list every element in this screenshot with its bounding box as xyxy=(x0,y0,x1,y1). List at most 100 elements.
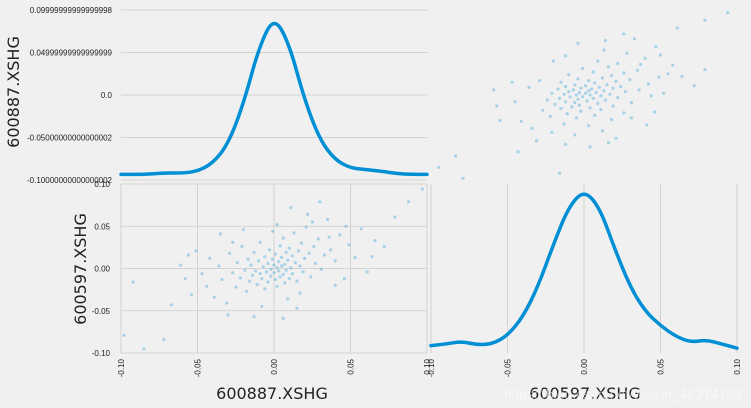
scatter-point xyxy=(576,77,580,81)
scatter-point xyxy=(322,253,327,257)
scatter-point xyxy=(243,268,247,272)
scatter-point xyxy=(289,206,293,210)
scatter-point xyxy=(622,71,626,75)
scatter-point xyxy=(275,223,279,227)
scatter-point xyxy=(287,246,291,250)
scatter-point xyxy=(353,255,357,260)
scatter-point xyxy=(573,133,577,137)
scatter-point xyxy=(600,76,605,80)
scatter-point xyxy=(238,276,242,280)
scatter-point xyxy=(606,141,611,145)
scatter-point xyxy=(272,263,276,267)
watermark-text: https://blog.csdn.net/weixin_46274168 xyxy=(504,386,742,402)
scatter-point xyxy=(326,217,330,222)
scatter-point xyxy=(652,110,657,114)
scatter-point xyxy=(319,267,323,271)
scatter-point xyxy=(622,111,626,115)
scatter-point xyxy=(261,265,265,269)
scatter-point xyxy=(231,271,235,275)
scatter-panel-600887-vs-600597: 0.10 0.05 0.00 -0.05 -0.10 -0.10 -0.05 0.00 0.05… xyxy=(92,180,432,377)
scatter-point xyxy=(585,99,589,103)
scatter-point xyxy=(726,11,730,15)
row-1-ylabel: 600887.XSHG xyxy=(4,36,23,148)
scatter-point xyxy=(295,306,299,310)
scatter-point xyxy=(263,255,267,259)
scatter-point xyxy=(649,94,653,98)
scatter-point xyxy=(186,253,190,257)
scatter-point xyxy=(273,277,278,282)
scatter-point xyxy=(310,220,314,224)
scatter-point xyxy=(616,61,620,66)
ytick-label: 0.04999999999999999 xyxy=(30,49,113,58)
scatter-point xyxy=(574,116,579,120)
scatter-point xyxy=(666,72,670,76)
scatter-point xyxy=(240,244,244,249)
scatter-point xyxy=(286,258,290,262)
scatter-point xyxy=(270,229,275,233)
scatter-point xyxy=(252,315,256,319)
scatter-point xyxy=(639,62,643,66)
scatter-point xyxy=(228,251,232,255)
scatter-point xyxy=(263,287,267,291)
scatter-point xyxy=(280,264,284,268)
scatter-point xyxy=(535,139,539,143)
row-2-ylabel: 600597.XSHG xyxy=(71,213,90,325)
scatter-point xyxy=(382,244,386,249)
scatter-point xyxy=(597,85,601,89)
kde-curve xyxy=(429,192,739,350)
scatter-point xyxy=(292,231,296,235)
scatter-point xyxy=(437,165,441,169)
scatter-point xyxy=(241,228,245,232)
scatter-point xyxy=(579,109,583,113)
scatter-point xyxy=(590,87,594,91)
scatter-point xyxy=(662,91,666,95)
scatter-point xyxy=(266,280,270,284)
scatter-point xyxy=(671,63,675,67)
scatter-point xyxy=(131,280,135,284)
scatter-point xyxy=(344,224,348,228)
xtick-label: 0.05 xyxy=(657,358,666,374)
ytick-label: -0.05000000000000002 xyxy=(27,134,113,143)
scatter-point xyxy=(281,236,285,240)
scatter-point xyxy=(568,95,572,99)
scatter-point xyxy=(614,79,618,83)
scatter-point xyxy=(269,267,273,271)
scatter-point xyxy=(587,79,591,83)
scatter-point xyxy=(194,249,198,253)
scatter-point xyxy=(277,260,281,264)
scatter-point xyxy=(599,107,603,112)
scatter-point xyxy=(567,73,571,77)
scatter-point xyxy=(593,81,597,85)
scatter-point xyxy=(333,259,337,263)
scatter-panel-600597-vs-600887 xyxy=(437,11,730,180)
scatter-point xyxy=(541,108,545,112)
scatter-point xyxy=(338,233,342,237)
scatter-point xyxy=(675,26,679,30)
scatter-point xyxy=(588,93,592,97)
scatter-point xyxy=(231,240,235,244)
ytick-label: 0.0 xyxy=(101,91,113,100)
ytick-label: -0.10000000000000002 xyxy=(27,176,113,185)
scatter-point xyxy=(162,337,166,342)
ytick-label: 0.00 xyxy=(94,265,110,274)
scatter-point xyxy=(564,84,568,89)
scatter-point xyxy=(611,86,615,90)
scatter-point xyxy=(625,51,629,55)
scatter-point xyxy=(365,270,369,274)
scatter-point xyxy=(260,304,264,309)
scatter-point xyxy=(596,101,600,106)
scatter-point xyxy=(258,272,262,276)
scatter-point xyxy=(587,89,591,93)
scatter-point xyxy=(629,101,634,105)
scatter-point xyxy=(492,88,496,92)
scatter-point xyxy=(567,90,571,94)
scatter-point xyxy=(293,261,297,265)
scatter-point xyxy=(557,171,562,175)
scatter-point xyxy=(283,281,287,285)
scatter-point xyxy=(329,248,333,252)
xtick-label: -0.05 xyxy=(504,358,513,377)
scatter-point xyxy=(510,80,514,84)
kde-panel-600597: -0.10 -0.05 0.00 0.05 0.10 xyxy=(427,184,742,377)
scatter-point xyxy=(559,80,563,84)
scatter-point xyxy=(327,235,331,239)
